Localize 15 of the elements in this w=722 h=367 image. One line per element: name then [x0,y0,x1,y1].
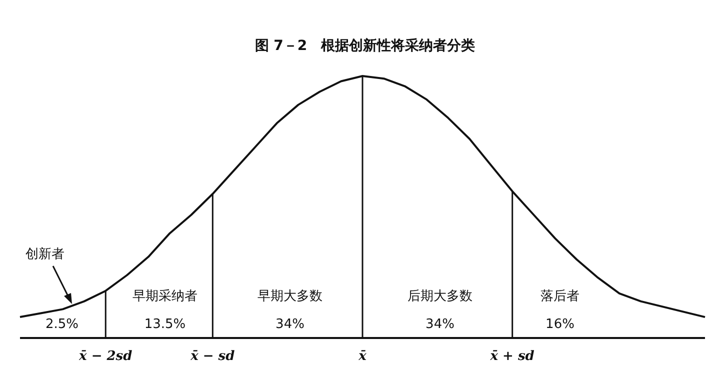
chart-title: 图 7－2 根据创新性将采纳者分类 [254,37,476,54]
x-tick-label: x̄ − 2sd [78,349,132,364]
annotation: 2.5% [45,317,79,332]
x-tick-label: x̄ [358,349,367,364]
annotation: 创新者 [26,247,64,262]
annotation: 16% [546,317,574,332]
annotation: 13.5% [144,317,186,332]
x-tick-label: x̄ + sd [489,349,534,364]
annotation: 34% [276,317,304,332]
annotation: 早期采纳者 [132,289,198,304]
annotation: 34% [426,317,454,332]
annotation: 后期大多数 [408,289,472,304]
annotation: 早期大多数 [258,289,322,304]
annotation: 落后者 [540,289,580,304]
x-tick-label: x̄ − sd [190,349,235,364]
